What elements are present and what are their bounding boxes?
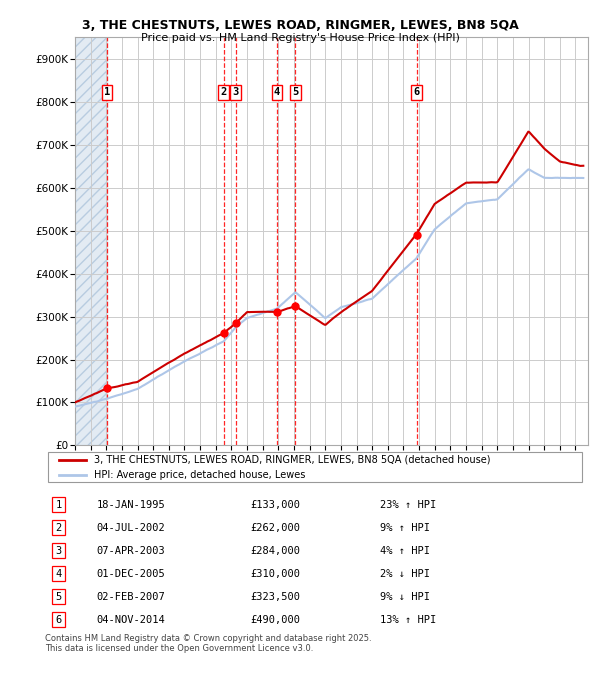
Text: 18-JAN-1995: 18-JAN-1995 — [96, 500, 165, 509]
Text: This data is licensed under the Open Government Licence v3.0.: This data is licensed under the Open Gov… — [45, 644, 313, 653]
Text: 2: 2 — [220, 88, 227, 97]
Text: £133,000: £133,000 — [250, 500, 300, 509]
Text: Contains HM Land Registry data © Crown copyright and database right 2025.: Contains HM Land Registry data © Crown c… — [45, 634, 371, 643]
Text: £323,500: £323,500 — [250, 592, 300, 602]
Text: £310,000: £310,000 — [250, 568, 300, 579]
Text: HPI: Average price, detached house, Lewes: HPI: Average price, detached house, Lewe… — [94, 471, 305, 480]
Text: 04-JUL-2002: 04-JUL-2002 — [96, 522, 165, 532]
Text: 1: 1 — [104, 88, 110, 97]
Text: 4: 4 — [274, 88, 280, 97]
Text: 01-DEC-2005: 01-DEC-2005 — [96, 568, 165, 579]
Bar — [75, 37, 107, 445]
Text: 2: 2 — [55, 522, 62, 532]
Text: 6: 6 — [55, 615, 62, 624]
FancyBboxPatch shape — [48, 452, 582, 483]
Text: 07-APR-2003: 07-APR-2003 — [96, 545, 165, 556]
Text: £262,000: £262,000 — [250, 522, 300, 532]
Text: £490,000: £490,000 — [250, 615, 300, 624]
Text: £284,000: £284,000 — [250, 545, 300, 556]
Text: 6: 6 — [413, 88, 420, 97]
Text: 5: 5 — [55, 592, 62, 602]
Text: 3, THE CHESTNUTS, LEWES ROAD, RINGMER, LEWES, BN8 5QA: 3, THE CHESTNUTS, LEWES ROAD, RINGMER, L… — [82, 19, 518, 32]
Text: 9% ↓ HPI: 9% ↓ HPI — [380, 592, 430, 602]
Text: 2% ↓ HPI: 2% ↓ HPI — [380, 568, 430, 579]
Text: 4: 4 — [55, 568, 62, 579]
Text: 13% ↑ HPI: 13% ↑ HPI — [380, 615, 436, 624]
Text: 3: 3 — [55, 545, 62, 556]
Text: 3: 3 — [233, 88, 239, 97]
Text: 9% ↑ HPI: 9% ↑ HPI — [380, 522, 430, 532]
Text: 23% ↑ HPI: 23% ↑ HPI — [380, 500, 436, 509]
Text: 1: 1 — [55, 500, 62, 509]
Text: 5: 5 — [292, 88, 298, 97]
Text: 04-NOV-2014: 04-NOV-2014 — [96, 615, 165, 624]
Text: 02-FEB-2007: 02-FEB-2007 — [96, 592, 165, 602]
Bar — [75, 37, 107, 445]
Text: 4% ↑ HPI: 4% ↑ HPI — [380, 545, 430, 556]
Text: Price paid vs. HM Land Registry's House Price Index (HPI): Price paid vs. HM Land Registry's House … — [140, 33, 460, 43]
Text: 3, THE CHESTNUTS, LEWES ROAD, RINGMER, LEWES, BN8 5QA (detached house): 3, THE CHESTNUTS, LEWES ROAD, RINGMER, L… — [94, 455, 490, 464]
